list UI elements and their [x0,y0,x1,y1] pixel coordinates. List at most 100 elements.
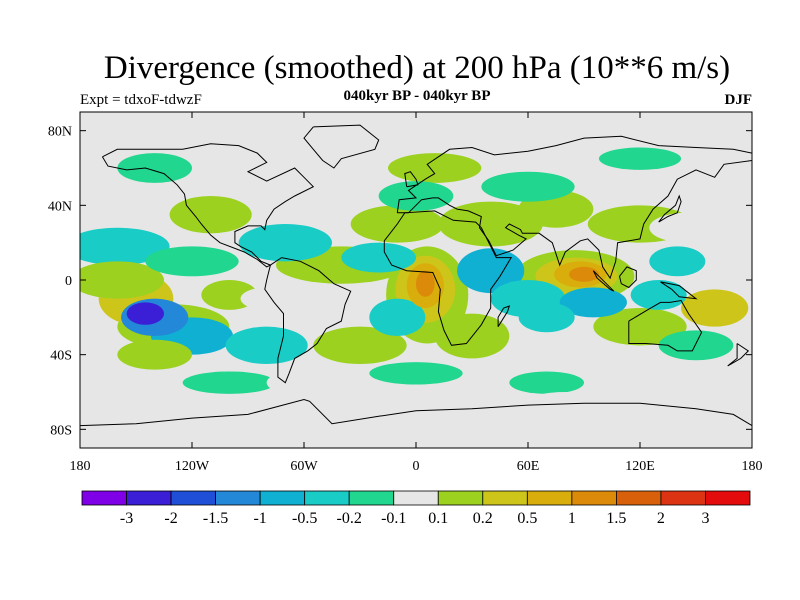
field-cell-26 [481,171,575,202]
coastline-japan [658,194,682,223]
lat-tick-label: 40N [48,199,72,214]
field-cell-32 [378,181,454,211]
colorbar-swatch-6 [348,490,395,506]
colorbar-swatch-10 [526,490,573,506]
colorbar-label: 2 [657,510,665,527]
colorbar-swatch-8 [437,490,484,506]
field-cell-30 [117,339,192,370]
field-cell-11 [313,326,407,365]
lon-tick-label: 0 [413,459,420,474]
colorbar-label: 0.1 [428,510,448,527]
field-cell-45 [630,280,687,310]
colorbar-swatch-1 [126,490,172,506]
field-cell-19 [225,326,308,365]
lat-tick-label: 80N [48,125,72,140]
coastline-australia [628,299,703,352]
coastlines [80,124,752,427]
coastline-borneo [619,266,637,289]
colorbar-label: 3 [701,510,709,527]
coastline-africa [383,210,513,346]
colorbar-swatch-4 [259,490,306,506]
colorbar-swatch-11 [571,490,617,506]
lat-tick-label: 40S [50,349,72,364]
field-cell-51 [416,270,435,297]
coastline-madagascar [497,305,511,327]
colorbar-swatch-13 [660,490,706,506]
field-cell-17 [169,196,252,234]
field-cell-33 [117,153,192,183]
field-cell-52 [569,266,599,282]
colorbar-swatch-9 [482,490,528,506]
chart-title: Divergence (smoothed) at 200 hPa (10**6 … [103,50,731,86]
field-cell-15 [546,349,659,379]
coastline-sumatra [592,270,615,292]
field-cell-49 [240,287,293,310]
field-cell-50 [126,302,164,325]
coastline-antarctica [80,398,752,427]
lon-tick-label: 120E [625,459,655,474]
lon-tick-label: 60W [290,459,318,474]
coastline-new-guinea [660,281,698,300]
colorbar-label: -0.2 [337,510,362,527]
lon-tick-label: 180 [70,459,91,474]
field-cell-25 [145,246,239,277]
lon-tick-label: 180 [742,459,763,474]
field-cell-13 [238,224,332,262]
coastline-south-america [264,257,352,384]
field-cell-37 [182,371,276,394]
colorbar-swatch-5 [304,490,350,506]
colorbar-swatch-3 [215,490,261,506]
field-cell-44 [649,246,706,277]
field-cell-8 [80,227,170,266]
field-cell-43 [518,302,575,333]
field-cell-27 [681,289,749,327]
lon-tick-label: 60E [517,459,540,474]
field-cell-23 [388,153,482,183]
lon-tick-label: 120W [175,459,210,474]
colorbar-label: 0.2 [473,510,493,527]
field-cell-38 [559,287,627,318]
field-cell-40 [598,147,682,170]
colorbar-label: -2 [164,510,177,527]
season-label: DJF [724,92,753,108]
field-cell-4 [438,201,543,247]
coastline-greenland [303,124,380,169]
coastline-new-zealand [727,343,750,367]
field-cell-9 [80,261,164,299]
colorbar-swatch-14 [705,490,751,506]
colorbar-label: 1.5 [606,510,626,527]
field-cell-22 [294,181,389,211]
period-label: 040kyr BP - 040kyr BP [343,88,491,104]
colorbar-swatch-12 [616,490,662,506]
field-cell-31 [341,242,416,273]
lat-tick-label: 0 [65,274,72,289]
experiment-label: Expt = tdxoF-tdwzF [80,92,202,108]
coastline-eurasia [396,135,752,280]
field-cell-34 [658,330,734,361]
field-cell-46 [509,371,584,394]
field-cell-20 [457,248,525,294]
colorbar-label: -1.5 [203,510,228,527]
colorbar-swatch-7 [393,490,439,506]
field-cell-47 [528,392,603,411]
axis-ticks: 80N 40N 0 40S 80S 180 120W 60W 0 60E 120E 180 [48,112,763,474]
colorbar-label: -3 [120,510,133,527]
colorbar-label: 0.5 [517,510,537,527]
coastline-uk [404,171,419,188]
field-cell-39 [266,369,342,396]
colorbar-label: -1 [253,510,266,527]
colorbar-label: 1 [568,510,576,527]
field-cell-35 [369,298,426,337]
coastline-north-america [101,143,315,268]
colorbar-label: -0.1 [381,510,406,527]
field-cell-12 [593,308,687,346]
colorbar-label: -0.5 [292,510,317,527]
colorbar-swatch-0 [81,490,127,506]
colorbar-swatch-2 [170,490,216,506]
field-cell-36 [369,362,463,385]
colorbar: -3 -2 -1.5 -1 -0.5 -0.2 -0.1 0.1 0.2 0.5 1 1.5 2 3 [81,490,751,527]
lat-tick-label: 80S [50,423,72,438]
field-cell-29 [649,212,725,243]
divergence-field [80,147,749,411]
